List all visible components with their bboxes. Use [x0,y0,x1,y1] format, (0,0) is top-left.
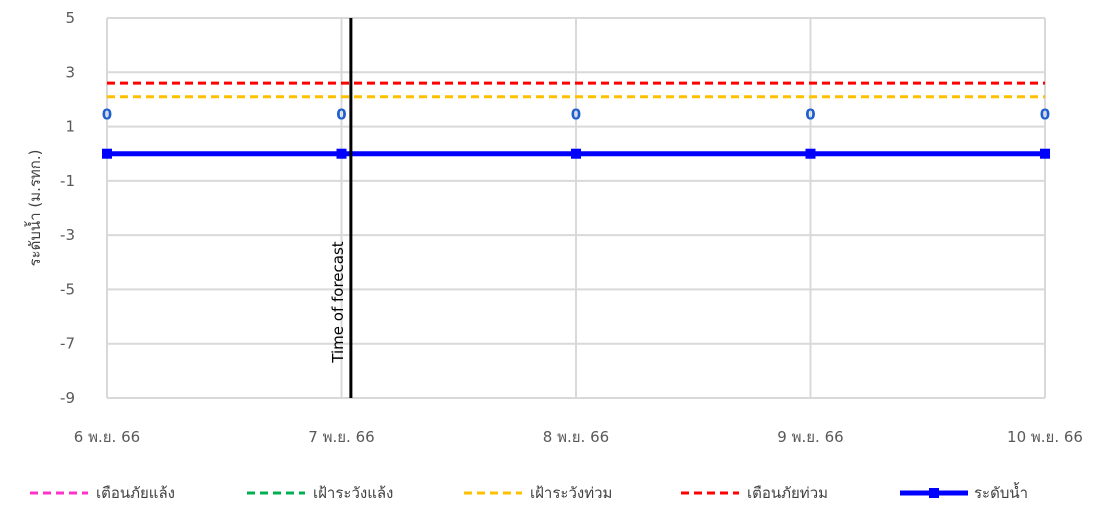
data-label: 0 [336,106,346,124]
forecast-label: Time of forecast [329,241,347,363]
data-label: 0 [805,106,815,124]
legend-marker [929,488,939,498]
y-tick-label: -7 [60,335,75,353]
data-point [1040,148,1050,159]
y-tick-label: -1 [60,172,75,190]
legend-label: ระดับน้ำ [974,482,1028,502]
data-point [571,148,581,159]
data-point [336,148,347,159]
x-axis-ticks: 6 พ.ย. 66 7 พ.ย. 66 8 พ.ย. 66 9 พ.ย. 66 10 พ… [74,428,1083,446]
y-tick-label: -3 [60,226,75,244]
data-point [102,148,112,159]
x-tick-label: 10 พ.ย. 66 [1007,428,1083,446]
data-labels: 0 0 0 0 0 [102,106,1050,124]
legend-label: เฝ้าระวังท่วม [530,484,612,502]
x-tick-label: 7 พ.ย. 66 [308,428,374,446]
x-tick-label: 6 พ.ย. 66 [74,428,140,446]
x-tick-label: 8 พ.ย. 66 [543,428,609,446]
grid [106,17,1046,399]
data-label: 0 [102,106,112,124]
x-tick-label: 9 พ.ย. 66 [777,428,843,446]
annotation: Time of forecast [329,18,353,398]
legend-label: เตือนภัยท่วม [747,484,828,502]
data-label: 0 [1040,106,1050,124]
data-label: 0 [571,106,581,124]
legend-label: เฝ้าระวังแล้ง [313,484,393,502]
y-axis-ticks: 5 3 1 -1 -3 -5 -7 -9 [60,9,75,407]
legend: เตือนภัยแล้ง เฝ้าระวังแล้ง เฝ้าระวังท่วม เต… [30,482,1028,502]
y-tick-label: 3 [65,63,75,81]
legend-label: เตือนภัยแล้ง [96,484,175,502]
markers [102,148,1050,159]
y-tick-label: -5 [60,280,75,298]
y-tick-label: 1 [65,118,75,136]
y-tick-label: -9 [60,389,75,407]
data-point [805,148,816,159]
y-axis-label: ระดับน้ำ (ม.รทก.) [24,150,44,267]
y-tick-label: 5 [65,9,75,27]
